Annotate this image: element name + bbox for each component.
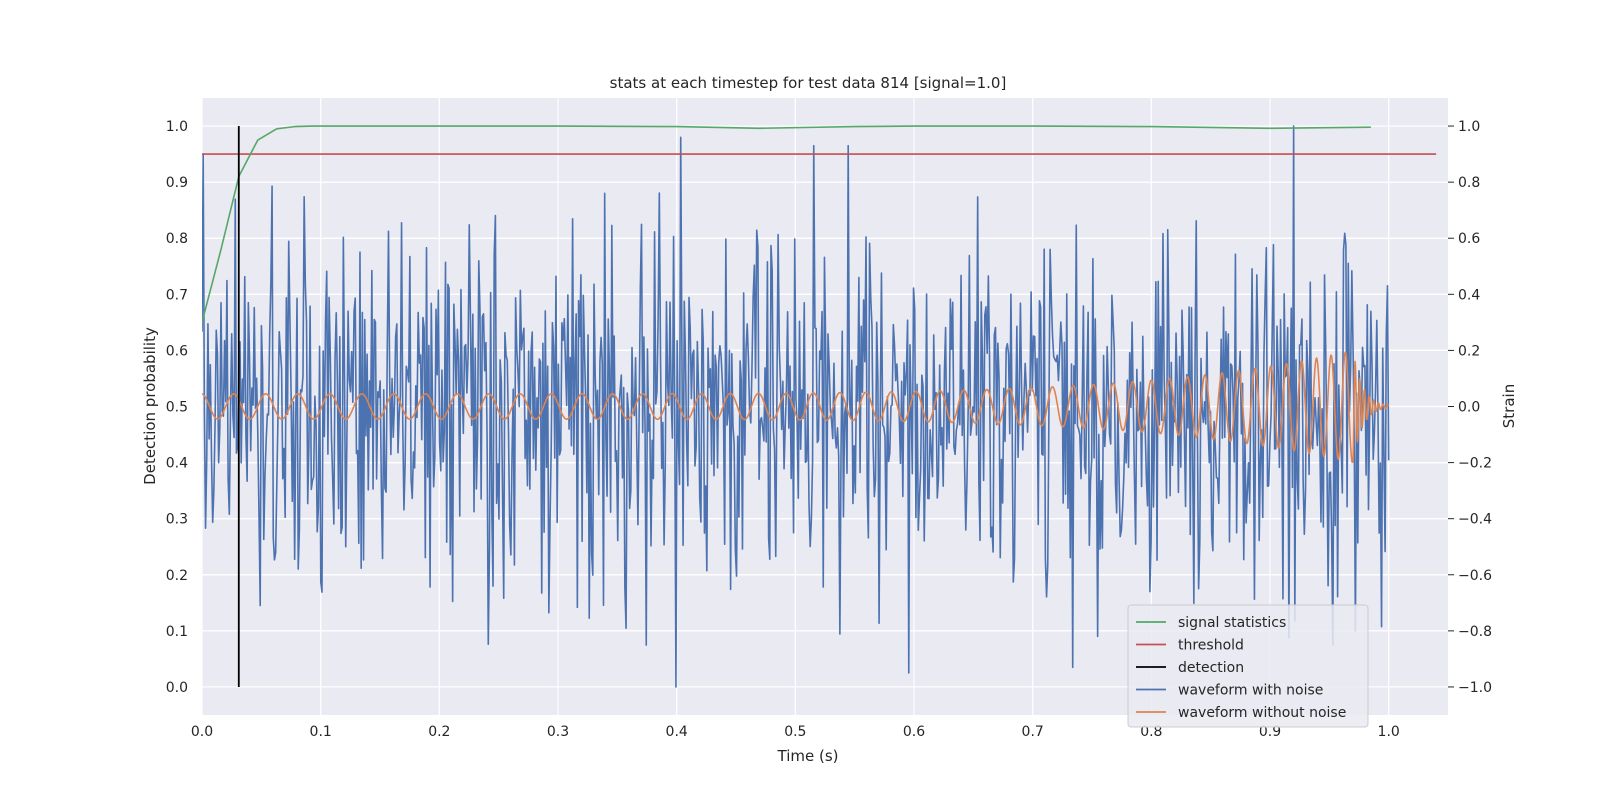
y-tick-label-left: 0.0 (166, 680, 188, 696)
y-tick-label-right: 0.6 (1458, 231, 1480, 247)
series-line-waveform-without-noise (202, 351, 1390, 464)
y-tick-label-right: 0.0 (1458, 400, 1480, 416)
y-tick-label-right: 1.0 (1458, 119, 1480, 135)
series-layer (202, 125, 1437, 688)
x-tick-label: 0.1 (310, 724, 332, 740)
y-axis-left-ticks: 0.0 0.1 0.2 0.3 0.4 0.5 0.6 0.7 0.8 0.9 1.0 (166, 119, 188, 696)
x-tick-label: 0.6 (903, 724, 925, 740)
x-tick-label: 0.7 (1022, 724, 1044, 740)
x-tick-label: 0.8 (1140, 724, 1162, 740)
y-tick-label-right: 0.8 (1458, 175, 1480, 191)
y-axis-left-label: Detection probability (141, 327, 159, 485)
y-axis-right-label: Strain (1500, 384, 1518, 428)
y-axis-right-ticks: −1.0 −0.8 −0.6 −0.4 −0.2 0.0 0.2 0.4 0.6 0.8 1.0 (1448, 119, 1492, 696)
x-tick-label: 0.4 (666, 724, 688, 740)
y-tick-label-left: 1.0 (166, 119, 188, 135)
x-tick-label: 1.0 (1378, 724, 1400, 740)
y-tick-label-right: 0.4 (1458, 287, 1480, 303)
x-tick-label: 0.9 (1259, 724, 1281, 740)
y-tick-label-left: 0.3 (166, 512, 188, 528)
legend-label: waveform with noise (1178, 683, 1323, 699)
y-tick-label-right: −0.8 (1458, 624, 1492, 640)
legend-label: waveform without noise (1178, 705, 1346, 721)
legend-label: signal statistics (1178, 615, 1286, 631)
y-tick-label-left: 0.8 (166, 231, 188, 247)
y-tick-label-right: −0.6 (1458, 568, 1492, 584)
y-tick-label-right: −0.4 (1458, 512, 1492, 528)
x-tick-label: 0.3 (547, 724, 569, 740)
y-tick-label-left: 0.5 (166, 400, 188, 416)
legend-box (1127, 604, 1369, 728)
x-axis-label: Time (s) (777, 747, 839, 765)
x-axis-ticks: 0.0 0.1 0.2 0.3 0.4 0.5 0.6 0.7 0.8 0.9 1.0 (191, 724, 1400, 740)
legend: signal statistics threshold detection wavef… (1127, 604, 1369, 728)
y-tick-label-left: 0.6 (166, 343, 188, 359)
y-tick-label-left: 0.9 (166, 175, 188, 191)
y-tick-label-left: 0.7 (166, 287, 188, 303)
x-tick-label: 0.2 (428, 724, 450, 740)
x-tick-label: 0.5 (784, 724, 806, 740)
y-tick-label-right: 0.2 (1458, 343, 1480, 359)
y-tick-label-left: 0.1 (166, 624, 188, 640)
legend-label: detection (1178, 660, 1244, 676)
chart-title: stats at each timestep for test data 814… (610, 74, 1007, 92)
y-tick-label-left: 0.4 (166, 456, 188, 472)
y-tick-label-right: −0.2 (1458, 456, 1492, 472)
series-line-signal-statistics (202, 125, 1371, 323)
grid (201, 98, 1448, 715)
series-line-waveform-with-noise (202, 125, 1390, 688)
y-tick-label-left: 0.2 (166, 568, 188, 584)
x-tick-label: 0.0 (191, 724, 213, 740)
y-tick-label-right: −1.0 (1458, 680, 1492, 696)
legend-label: threshold (1178, 638, 1244, 654)
